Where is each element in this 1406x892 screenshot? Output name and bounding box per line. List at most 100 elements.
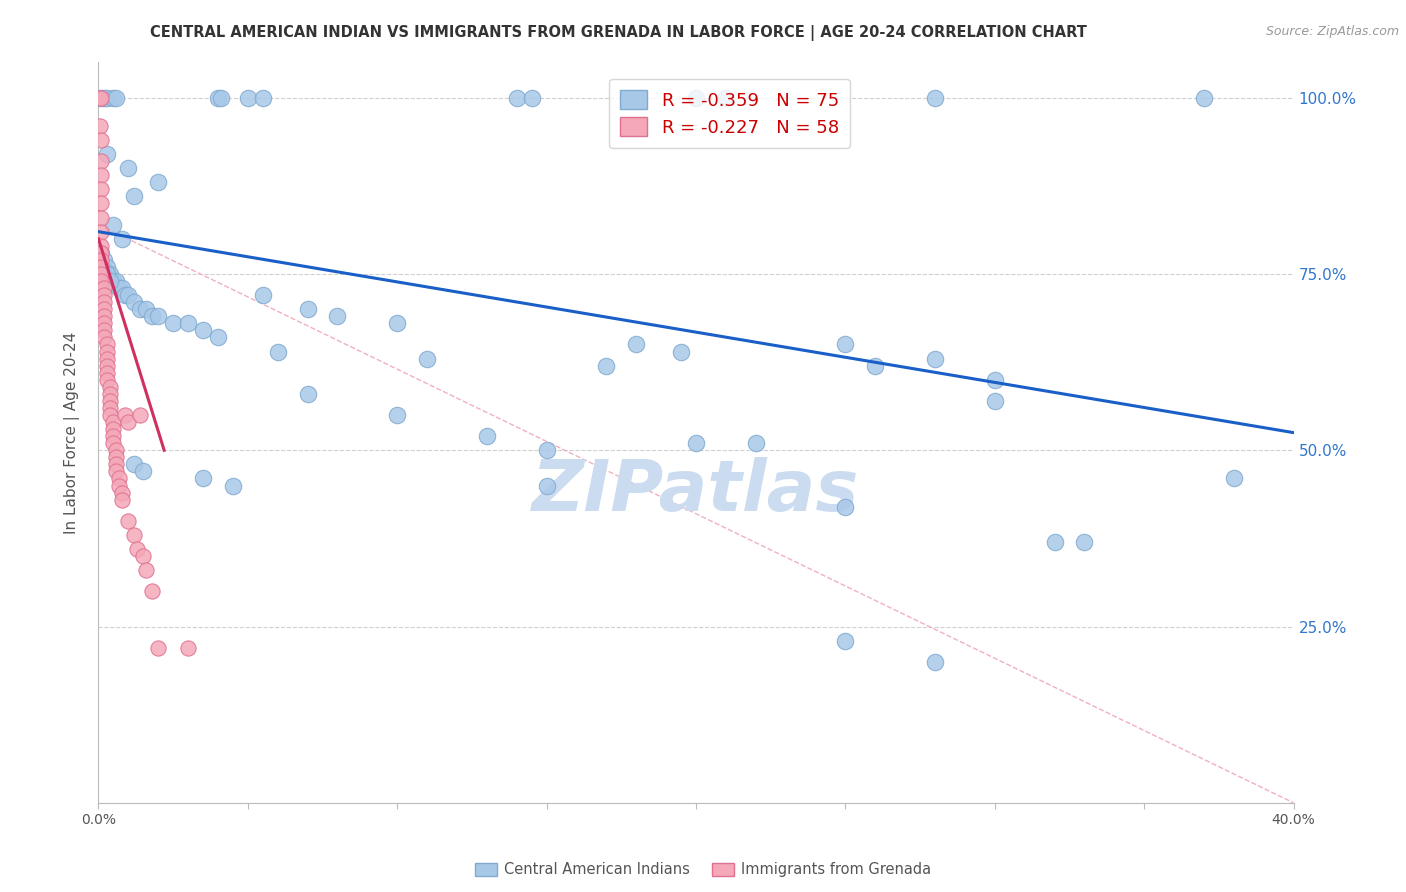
Point [93, 316, 115, 330]
Point [111, 492, 134, 507]
Point [96, 260, 118, 274]
Point [326, 310, 349, 324]
Point [90, 154, 112, 169]
Point [98, 274, 122, 288]
Point [669, 344, 692, 359]
Point [89, 91, 111, 105]
Point [124, 189, 146, 203]
Point [93, 302, 115, 317]
Point [90, 211, 112, 225]
Point [148, 175, 170, 189]
Point [124, 295, 146, 310]
Point [90, 196, 112, 211]
Point [536, 478, 558, 492]
Point [1073, 535, 1095, 549]
Point [475, 429, 498, 443]
Point [117, 288, 139, 302]
Point [222, 478, 245, 492]
Point [90, 182, 112, 196]
Point [209, 91, 232, 105]
Point [834, 337, 856, 351]
Point [1223, 471, 1246, 485]
Point [96, 91, 118, 105]
Point [1043, 535, 1066, 549]
Point [714, 91, 737, 105]
Point [103, 274, 125, 288]
Point [90, 91, 112, 105]
Point [103, 218, 125, 232]
Point [520, 91, 543, 105]
Point [103, 429, 125, 443]
Point [96, 366, 118, 380]
Point [93, 310, 115, 324]
Point [90, 252, 112, 267]
Point [98, 393, 122, 408]
Point [834, 500, 856, 514]
Point [105, 450, 128, 465]
Point [105, 458, 128, 472]
Point [924, 351, 946, 366]
Point [93, 267, 115, 281]
Point [90, 239, 112, 253]
Point [207, 91, 229, 105]
Point [984, 373, 1007, 387]
Text: ZIPatlas: ZIPatlas [533, 458, 859, 526]
Point [191, 471, 214, 485]
Point [111, 232, 134, 246]
Point [385, 316, 409, 330]
Point [162, 316, 184, 330]
Point [90, 245, 112, 260]
Point [132, 549, 155, 563]
Point [148, 640, 170, 655]
Point [96, 147, 118, 161]
Point [105, 464, 128, 478]
Point [685, 91, 707, 105]
Point [96, 351, 118, 366]
Point [108, 478, 131, 492]
Point [252, 91, 274, 105]
Text: Source: ZipAtlas.com: Source: ZipAtlas.com [1265, 25, 1399, 38]
Point [924, 655, 946, 669]
Point [117, 514, 139, 528]
Point [924, 91, 946, 105]
Point [127, 541, 149, 556]
Point [135, 563, 157, 577]
Point [141, 310, 163, 324]
Point [111, 485, 134, 500]
Point [103, 436, 125, 450]
Point [90, 245, 112, 260]
Legend: R = -0.359   N = 75, R = -0.227   N = 58: R = -0.359 N = 75, R = -0.227 N = 58 [609, 78, 849, 147]
Point [90, 267, 112, 281]
Point [103, 415, 125, 429]
Point [93, 252, 115, 267]
Point [90, 133, 112, 147]
Point [124, 528, 146, 542]
Point [236, 91, 259, 105]
Point [105, 91, 128, 105]
Point [626, 337, 648, 351]
Point [267, 344, 290, 359]
Point [865, 359, 887, 373]
Point [124, 458, 146, 472]
Point [111, 281, 134, 295]
Point [98, 401, 122, 415]
Point [98, 387, 122, 401]
Point [108, 281, 131, 295]
Point [93, 330, 115, 344]
Point [117, 161, 139, 176]
Point [93, 295, 115, 310]
Point [252, 288, 274, 302]
Point [114, 288, 136, 302]
Point [103, 91, 125, 105]
Point [416, 351, 439, 366]
Point [90, 225, 112, 239]
Point [90, 260, 112, 274]
Point [177, 316, 200, 330]
Point [103, 422, 125, 436]
Point [96, 337, 118, 351]
Point [93, 288, 115, 302]
Point [595, 359, 617, 373]
Point [105, 274, 128, 288]
Point [96, 373, 118, 387]
Text: CENTRAL AMERICAN INDIAN VS IMMIGRANTS FROM GRENADA IN LABOR FORCE | AGE 20-24 CO: CENTRAL AMERICAN INDIAN VS IMMIGRANTS FR… [150, 25, 1087, 41]
